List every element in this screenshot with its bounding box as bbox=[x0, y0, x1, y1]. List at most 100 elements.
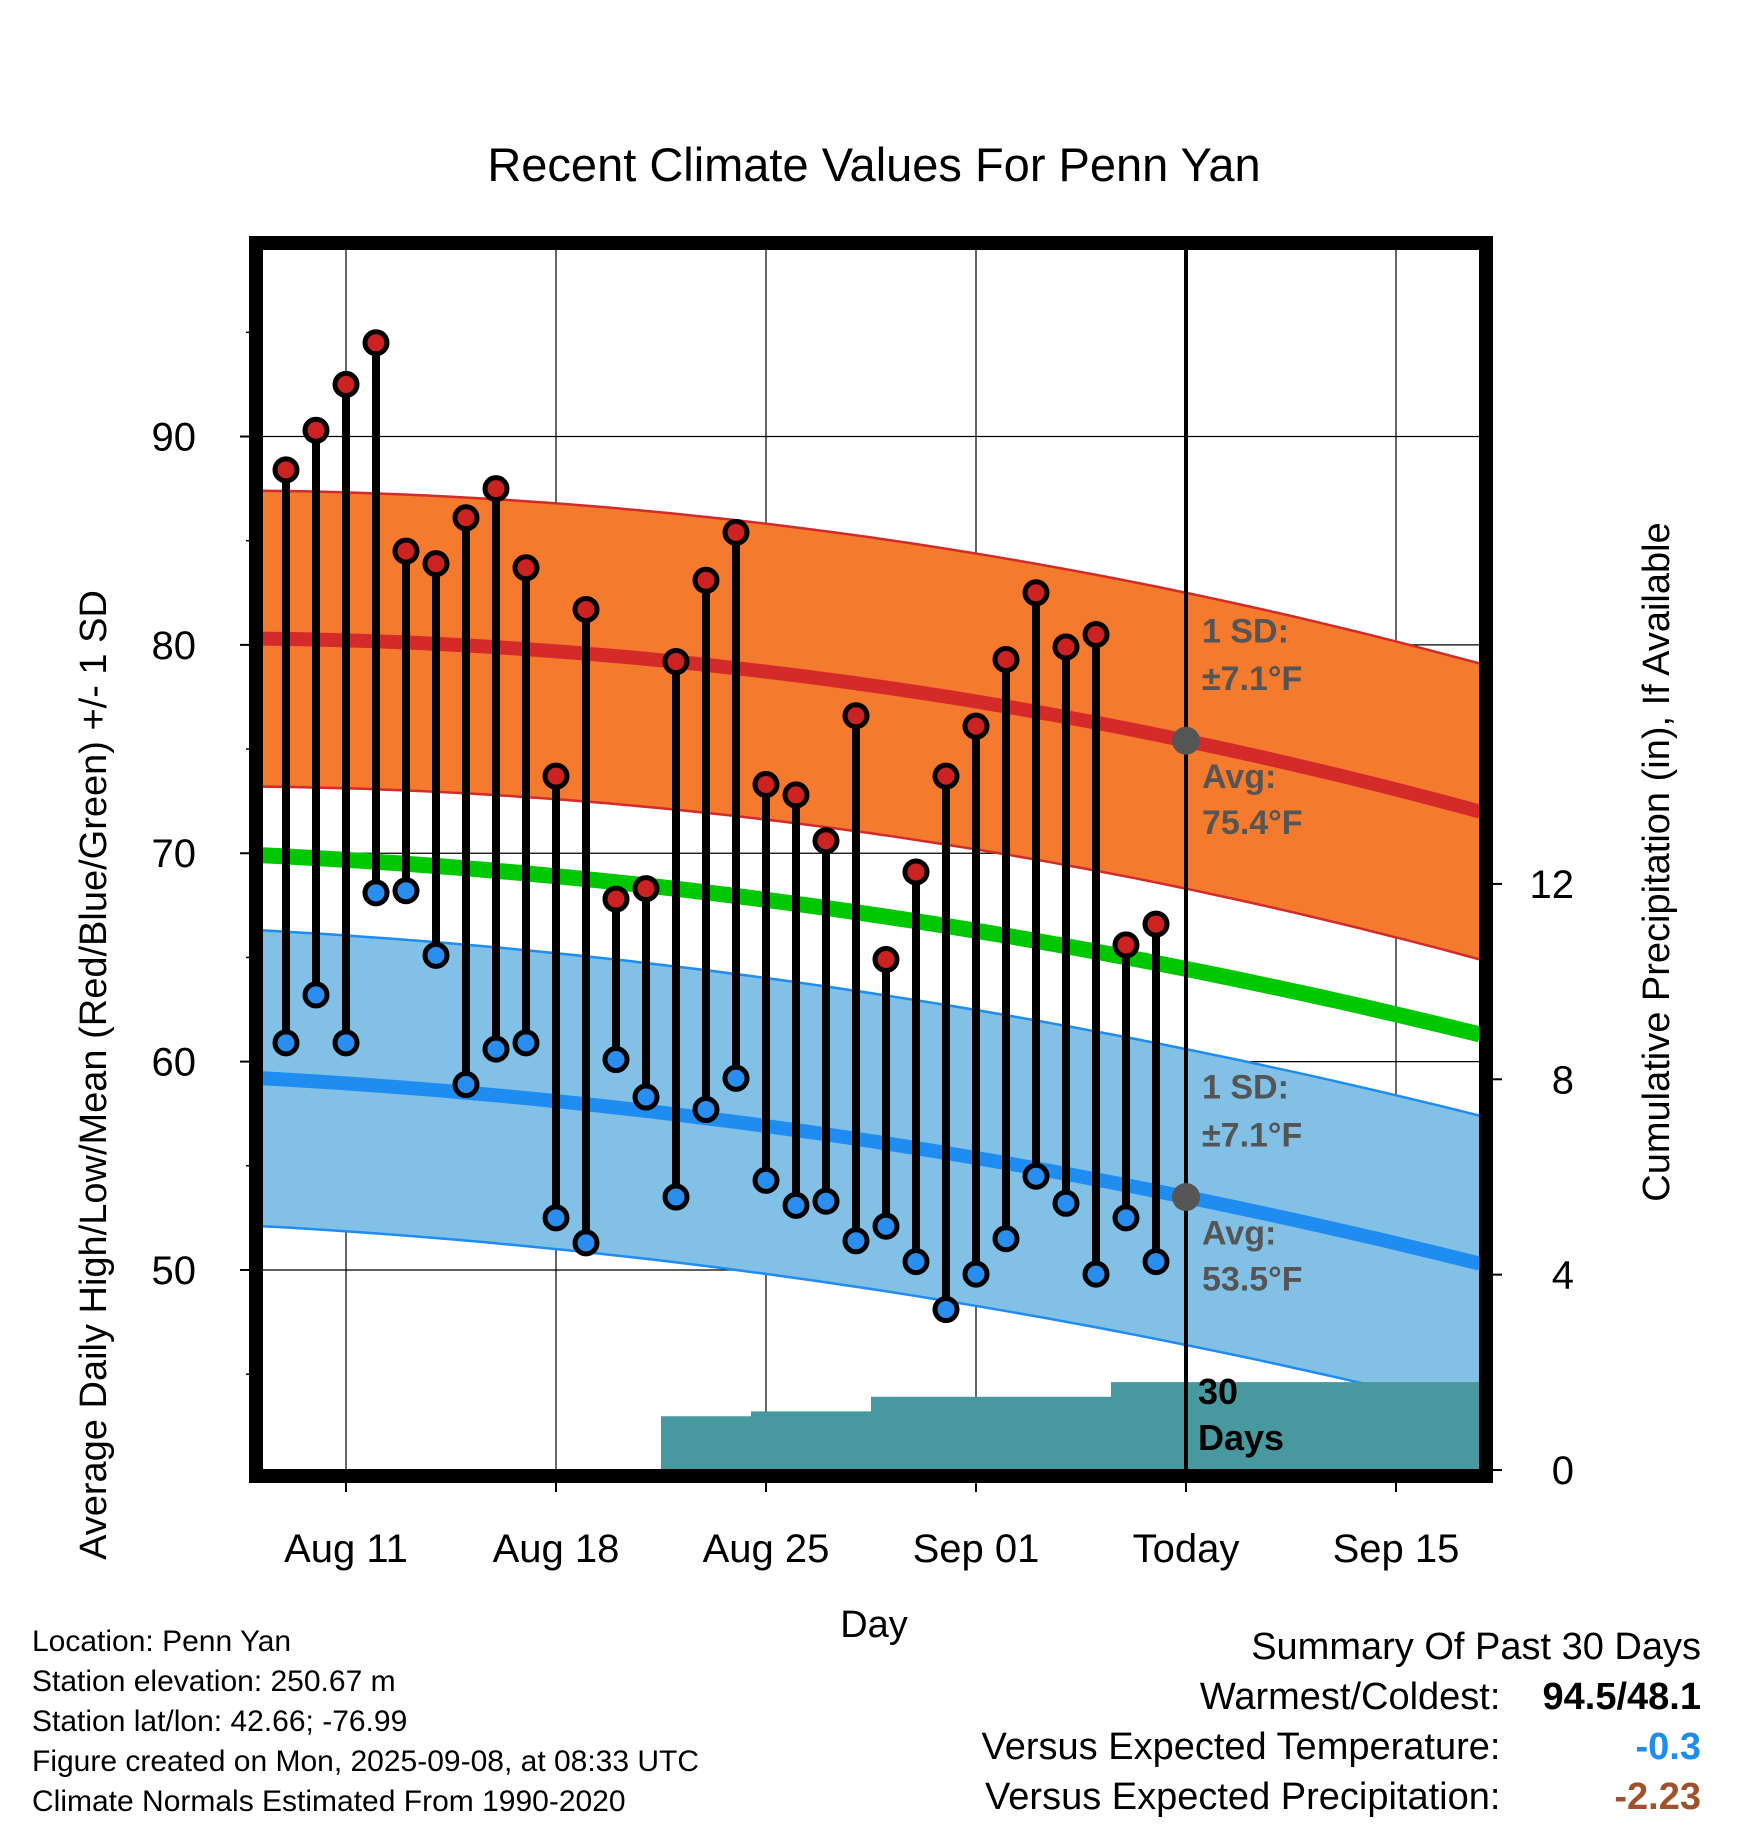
latlon-text: Station lat/lon: 42.66; -76.99 bbox=[32, 1705, 408, 1738]
daily-low-point bbox=[572, 1229, 600, 1257]
x-axis-label: Day bbox=[840, 1604, 908, 1646]
daily-low-point bbox=[362, 879, 390, 907]
daily-low-point bbox=[1112, 1204, 1140, 1232]
days-label-word: Days bbox=[1198, 1417, 1284, 1458]
daily-low-point bbox=[1082, 1260, 1110, 1288]
daily-low-point bbox=[932, 1296, 960, 1324]
daily-high-point bbox=[782, 781, 810, 809]
daily-low-point bbox=[602, 1046, 630, 1074]
daily-high-point bbox=[452, 504, 480, 532]
daily-high-point bbox=[572, 595, 600, 623]
warm-cold-label: Warmest/Coldest: bbox=[1199, 1676, 1501, 1718]
low-avg-value: 53.5°F bbox=[1202, 1260, 1303, 1298]
daily-high-point bbox=[752, 770, 780, 798]
summary-title: Summary Of Past 30 Days bbox=[1251, 1626, 1701, 1668]
daily-low-point bbox=[1022, 1162, 1050, 1190]
daily-high-point bbox=[392, 537, 420, 565]
daily-high-point bbox=[1022, 579, 1050, 607]
x-tick-label: Sep 15 bbox=[1333, 1527, 1460, 1571]
y-tick-label-left: 70 bbox=[152, 832, 197, 876]
daily-low-point bbox=[1052, 1189, 1080, 1217]
daily-high-point bbox=[872, 946, 900, 974]
chart-title: Recent Climate Values For Penn Yan bbox=[487, 138, 1260, 191]
daily-low-point bbox=[1142, 1248, 1170, 1276]
normals-text: Climate Normals Estimated From 1990-2020 bbox=[32, 1785, 626, 1818]
daily-high-point bbox=[512, 554, 540, 582]
daily-low-point bbox=[482, 1035, 510, 1063]
x-tick-label: Aug 25 bbox=[703, 1527, 830, 1571]
low-sd-lower-edge bbox=[262, 1224, 1480, 1413]
daily-high-point bbox=[1142, 910, 1170, 938]
high-sd-value: ±7.1°F bbox=[1202, 660, 1302, 698]
daily-high-point bbox=[902, 858, 930, 886]
daily-low-point bbox=[842, 1227, 870, 1255]
precip-label: Versus Expected Precipitation: bbox=[985, 1776, 1501, 1818]
daily-high-point bbox=[482, 475, 510, 503]
daily-low-point bbox=[272, 1029, 300, 1057]
location-text: Location: Penn Yan bbox=[32, 1625, 292, 1658]
high-sd-label: 1 SD: bbox=[1202, 612, 1289, 650]
daily-low-point bbox=[782, 1191, 810, 1219]
plot-area: 1 SD: ±7.1°F Avg: 75.4°F 1 SD: ±7.1°F Avg: 53.5… bbox=[152, 236, 1575, 1571]
summary-temp: Versus Expected Temperature: -0.3 bbox=[982, 1722, 1701, 1772]
daily-high-point bbox=[362, 329, 390, 357]
summary-warm-cold: Warmest/Coldest: 94.5/48.1 bbox=[982, 1672, 1701, 1722]
daily-high-point bbox=[1082, 620, 1110, 648]
daily-low-point bbox=[512, 1029, 540, 1057]
y-tick-label-left: 80 bbox=[152, 624, 197, 668]
today-high-avg-marker bbox=[1172, 726, 1200, 755]
daily-high-point bbox=[662, 648, 690, 676]
daily-high-point bbox=[302, 416, 330, 444]
low-avg-label: Avg: bbox=[1202, 1214, 1276, 1252]
y-axis-label-right: Cumulative Precipitation (in), If Availa… bbox=[1636, 522, 1678, 1201]
precipitation-area bbox=[301, 1382, 1480, 1470]
daily-low-point bbox=[692, 1096, 720, 1124]
station-info: Location: Penn Yan Station elevation: 25… bbox=[32, 1622, 699, 1822]
daily-low-point bbox=[662, 1183, 690, 1211]
daily-high-point bbox=[812, 827, 840, 855]
daily-low-point bbox=[422, 941, 450, 969]
summary-precip: Versus Expected Precipitation: -2.23 bbox=[982, 1772, 1701, 1822]
plot-content bbox=[262, 249, 1480, 1470]
today-low-avg-marker bbox=[1172, 1183, 1200, 1212]
x-tick-label: Sep 01 bbox=[913, 1527, 1040, 1571]
x-tick-label: Today bbox=[1133, 1527, 1240, 1571]
daily-high-point bbox=[602, 885, 630, 913]
temp-value: -0.3 bbox=[1635, 1726, 1701, 1768]
warm-cold-value: 94.5/48.1 bbox=[1542, 1676, 1701, 1718]
daily-high-point bbox=[332, 370, 360, 398]
daily-low-point bbox=[542, 1204, 570, 1232]
daily-low-point bbox=[332, 1029, 360, 1057]
daily-low-point bbox=[992, 1225, 1020, 1253]
daily-low-point bbox=[452, 1071, 480, 1099]
y-tick-label-right: 12 bbox=[1530, 863, 1575, 907]
y-axis-label-left: Average Daily High/Low/Mean (Red/Blue/Gr… bbox=[73, 590, 115, 1560]
y-tick-label-right: 4 bbox=[1552, 1254, 1574, 1298]
y-tick-label-right: 0 bbox=[1552, 1449, 1574, 1493]
daily-high-point bbox=[1052, 633, 1080, 661]
high-sd-upper-edge bbox=[262, 489, 1480, 665]
daily-low-point bbox=[632, 1083, 660, 1111]
days-label-number: 30 bbox=[1198, 1371, 1238, 1412]
daily-low-point bbox=[302, 981, 330, 1009]
y-tick-label-left: 90 bbox=[152, 416, 197, 460]
daily-high-point bbox=[422, 550, 450, 578]
daily-high-point bbox=[542, 762, 570, 790]
y-tick-label-right: 8 bbox=[1552, 1058, 1574, 1102]
daily-low-point bbox=[902, 1248, 930, 1276]
daily-low-point bbox=[752, 1166, 780, 1194]
elevation-text: Station elevation: 250.67 m bbox=[32, 1665, 396, 1698]
daily-high-point bbox=[992, 645, 1020, 673]
low-sd-band bbox=[262, 930, 1480, 1412]
high-avg-label: Avg: bbox=[1202, 758, 1276, 796]
daily-high-point bbox=[1112, 931, 1140, 959]
precip-value: -2.23 bbox=[1614, 1776, 1701, 1818]
daily-low-point bbox=[872, 1212, 900, 1240]
temp-label: Versus Expected Temperature: bbox=[981, 1726, 1501, 1768]
low-sd-label: 1 SD: bbox=[1202, 1069, 1289, 1107]
daily-high-point bbox=[962, 712, 990, 740]
daily-high-point bbox=[632, 875, 660, 903]
daily-low-point bbox=[812, 1187, 840, 1215]
daily-high-point bbox=[722, 518, 750, 546]
